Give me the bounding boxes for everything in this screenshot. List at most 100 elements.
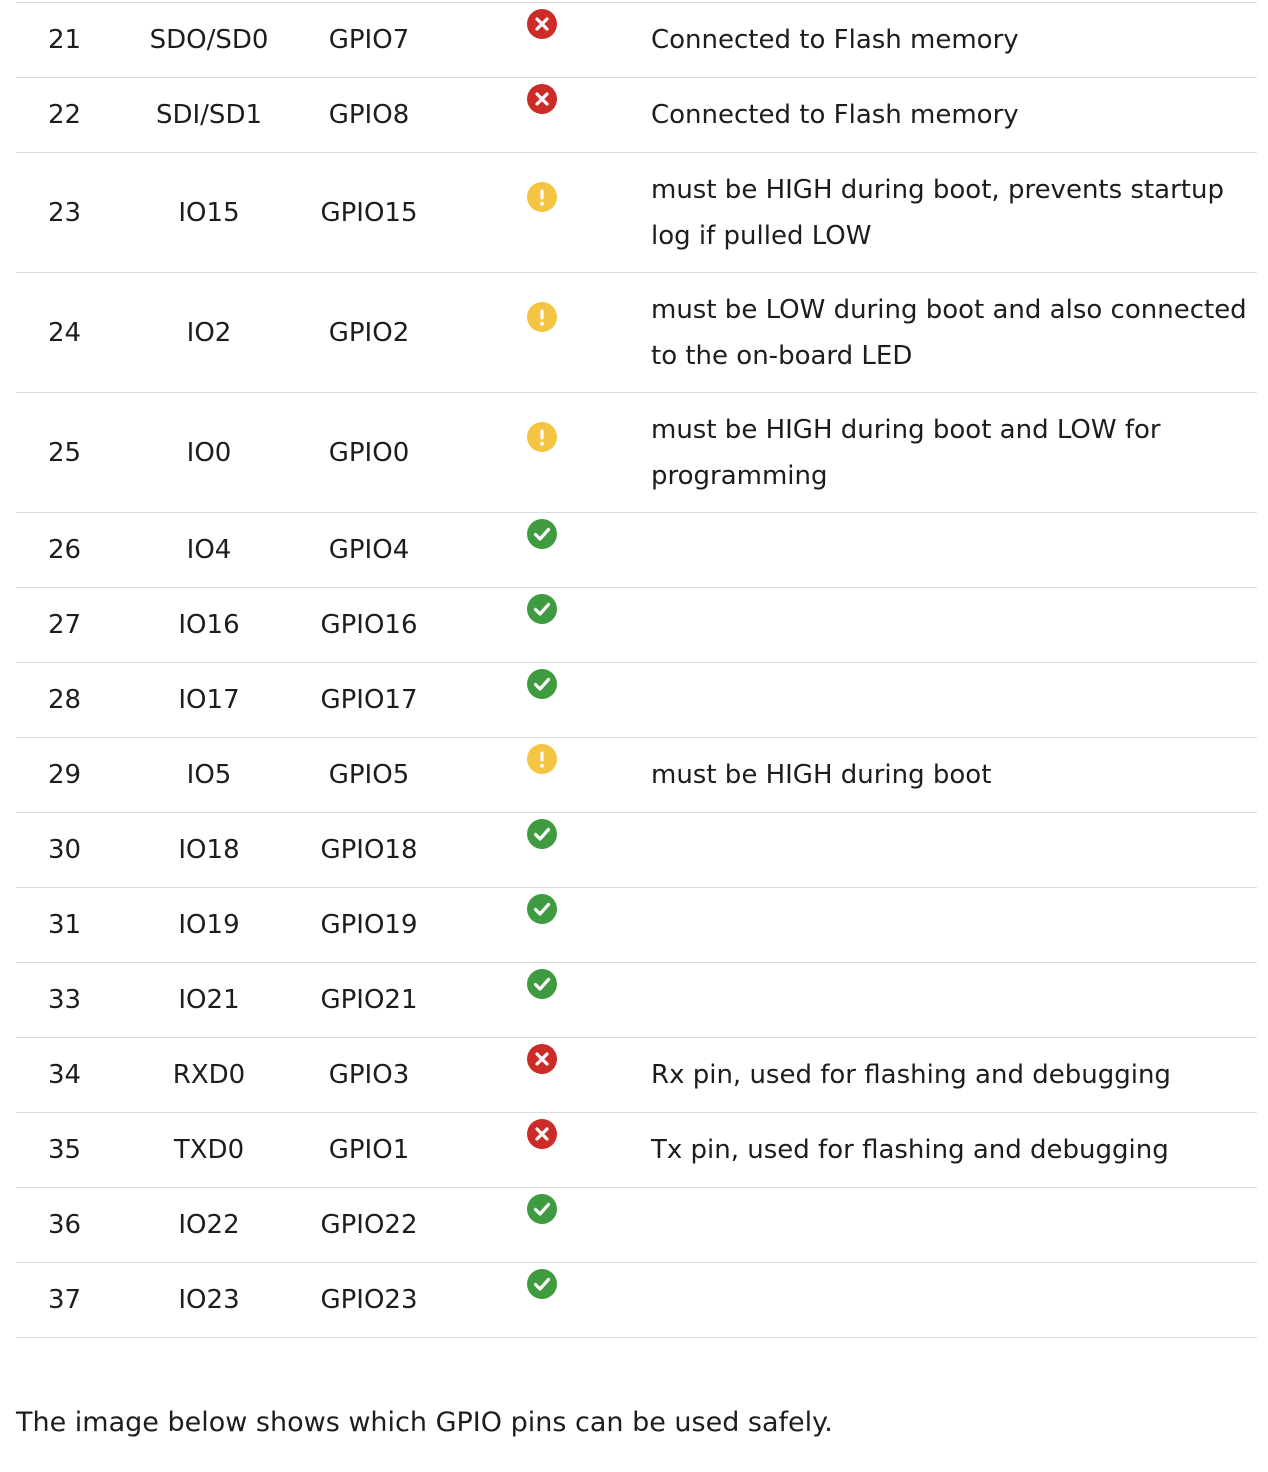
pin-name: IO0 <box>113 392 305 513</box>
gpio-label: GPIO16 <box>305 587 433 663</box>
pin-number: 29 <box>16 737 113 813</box>
table-row: 28 IO17 GPIO17 <box>16 662 1257 738</box>
pin-number: 34 <box>16 1037 113 1113</box>
gpio-label: GPIO17 <box>305 662 433 738</box>
status-cell <box>433 962 651 1038</box>
check-circle-icon <box>527 1194 557 1224</box>
pin-number: 36 <box>16 1187 113 1263</box>
table-row: 26 IO4 GPIO4 <box>16 512 1257 588</box>
table-row: 37 IO23 GPIO23 <box>16 1262 1257 1338</box>
pin-note: Tx pin, used for flashing and debugging <box>651 1112 1257 1188</box>
pin-name: RXD0 <box>113 1037 305 1113</box>
pin-note: must be HIGH during boot and LOW for pro… <box>651 392 1257 513</box>
pin-name: IO15 <box>113 152 305 273</box>
table-row: 23 IO15 GPIO15 must be HIGH during boot,… <box>16 152 1257 273</box>
x-circle-icon <box>527 1119 557 1149</box>
status-cell <box>433 77 651 153</box>
table-row: 31 IO19 GPIO19 <box>16 887 1257 963</box>
gpio-label: GPIO21 <box>305 962 433 1038</box>
pin-number: 35 <box>16 1112 113 1188</box>
gpio-label: GPIO15 <box>305 152 433 273</box>
pin-name: SDI/SD1 <box>113 77 305 153</box>
gpio-pin-table: 21 SDO/SD0 GPIO7 Connected to Flash memo… <box>16 2 1257 1338</box>
exclamation-circle-icon <box>527 744 557 774</box>
status-cell <box>433 812 651 888</box>
exclamation-circle-icon <box>527 301 557 332</box>
table-row: 29 IO5 GPIO5 must be HIGH during boot <box>16 737 1257 813</box>
table-row: 33 IO21 GPIO21 <box>16 962 1257 1038</box>
table-row: 25 IO0 GPIO0 must be HIGH during boot an… <box>16 392 1257 513</box>
pin-note: Rx pin, used for flashing and debugging <box>651 1037 1257 1113</box>
caption-text: The image below shows which GPIO pins ca… <box>16 1407 833 1438</box>
status-cell <box>433 1037 651 1113</box>
status-cell <box>433 737 651 813</box>
pin-note <box>651 1262 1257 1338</box>
pin-name: IO17 <box>113 662 305 738</box>
check-circle-icon <box>527 519 557 549</box>
gpio-label: GPIO3 <box>305 1037 433 1113</box>
gpio-label: GPIO7 <box>305 2 433 78</box>
table-row: 36 IO22 GPIO22 <box>16 1187 1257 1263</box>
table-row: 21 SDO/SD0 GPIO7 Connected to Flash memo… <box>16 2 1257 78</box>
pin-number: 21 <box>16 2 113 78</box>
table-row: 35 TXD0 GPIO1 Tx pin, used for flashing … <box>16 1112 1257 1188</box>
pin-note: must be LOW during boot and also connect… <box>651 272 1257 393</box>
check-circle-icon <box>527 819 557 849</box>
pin-name: IO2 <box>113 272 305 393</box>
pin-number: 26 <box>16 512 113 588</box>
gpio-label: GPIO22 <box>305 1187 433 1263</box>
check-circle-icon <box>527 594 557 624</box>
pin-number: 25 <box>16 392 113 513</box>
pin-note: Connected to Flash memory <box>651 77 1257 153</box>
x-circle-icon <box>527 9 557 39</box>
status-cell <box>433 2 651 78</box>
table-row: 30 IO18 GPIO18 <box>16 812 1257 888</box>
pin-note <box>651 1187 1257 1263</box>
table-row: 22 SDI/SD1 GPIO8 Connected to Flash memo… <box>16 77 1257 153</box>
exclamation-circle-icon <box>527 421 557 452</box>
gpio-label: GPIO2 <box>305 272 433 393</box>
pin-number: 30 <box>16 812 113 888</box>
table-row: 27 IO16 GPIO16 <box>16 587 1257 663</box>
pin-note <box>651 962 1257 1038</box>
pin-note <box>651 812 1257 888</box>
gpio-label: GPIO23 <box>305 1262 433 1338</box>
status-cell <box>433 272 651 393</box>
pin-name: IO23 <box>113 1262 305 1338</box>
x-circle-icon <box>527 84 557 114</box>
pin-name: IO5 <box>113 737 305 813</box>
pin-name: TXD0 <box>113 1112 305 1188</box>
pin-note <box>651 512 1257 588</box>
status-cell <box>433 587 651 663</box>
status-cell <box>433 1112 651 1188</box>
gpio-label: GPIO4 <box>305 512 433 588</box>
check-circle-icon <box>527 669 557 699</box>
pin-name: IO4 <box>113 512 305 588</box>
pin-note <box>651 587 1257 663</box>
pin-name: SDO/SD0 <box>113 2 305 78</box>
pin-number: 24 <box>16 272 113 393</box>
status-cell <box>433 392 651 513</box>
gpio-label: GPIO0 <box>305 392 433 513</box>
check-circle-icon <box>527 1269 557 1299</box>
table-row: 34 RXD0 GPIO3 Rx pin, used for flashing … <box>16 1037 1257 1113</box>
pin-number: 22 <box>16 77 113 153</box>
check-circle-icon <box>527 969 557 999</box>
pin-number: 27 <box>16 587 113 663</box>
gpio-label: GPIO1 <box>305 1112 433 1188</box>
pin-note <box>651 662 1257 738</box>
gpio-label: GPIO18 <box>305 812 433 888</box>
gpio-label: GPIO19 <box>305 887 433 963</box>
gpio-label: GPIO8 <box>305 77 433 153</box>
pin-name: IO18 <box>113 812 305 888</box>
status-cell <box>433 662 651 738</box>
check-circle-icon <box>527 894 557 924</box>
table-row: 24 IO2 GPIO2 must be LOW during boot and… <box>16 272 1257 393</box>
gpio-label: GPIO5 <box>305 737 433 813</box>
status-cell <box>433 152 651 273</box>
status-cell <box>433 1262 651 1338</box>
pin-number: 23 <box>16 152 113 273</box>
pin-note: Connected to Flash memory <box>651 2 1257 78</box>
pin-name: IO19 <box>113 887 305 963</box>
pin-name: IO22 <box>113 1187 305 1263</box>
